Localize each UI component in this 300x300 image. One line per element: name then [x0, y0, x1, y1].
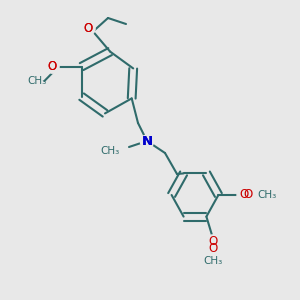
- Circle shape: [140, 135, 154, 148]
- Text: N: N: [141, 135, 153, 148]
- Text: N: N: [141, 135, 153, 148]
- Circle shape: [237, 188, 250, 202]
- Text: O: O: [48, 60, 57, 73]
- Text: CH₃: CH₃: [101, 146, 120, 156]
- Circle shape: [82, 22, 95, 35]
- Text: O: O: [208, 242, 217, 254]
- Text: CH₃: CH₃: [27, 76, 46, 86]
- Text: CH₃: CH₃: [257, 190, 277, 200]
- Text: O: O: [84, 22, 93, 35]
- Text: O: O: [208, 235, 217, 248]
- Text: O: O: [48, 60, 57, 73]
- Text: O: O: [239, 188, 248, 202]
- Text: CH₃: CH₃: [203, 256, 223, 266]
- Circle shape: [206, 235, 220, 248]
- Circle shape: [46, 60, 59, 73]
- Text: O: O: [244, 188, 253, 202]
- Text: O: O: [84, 22, 93, 35]
